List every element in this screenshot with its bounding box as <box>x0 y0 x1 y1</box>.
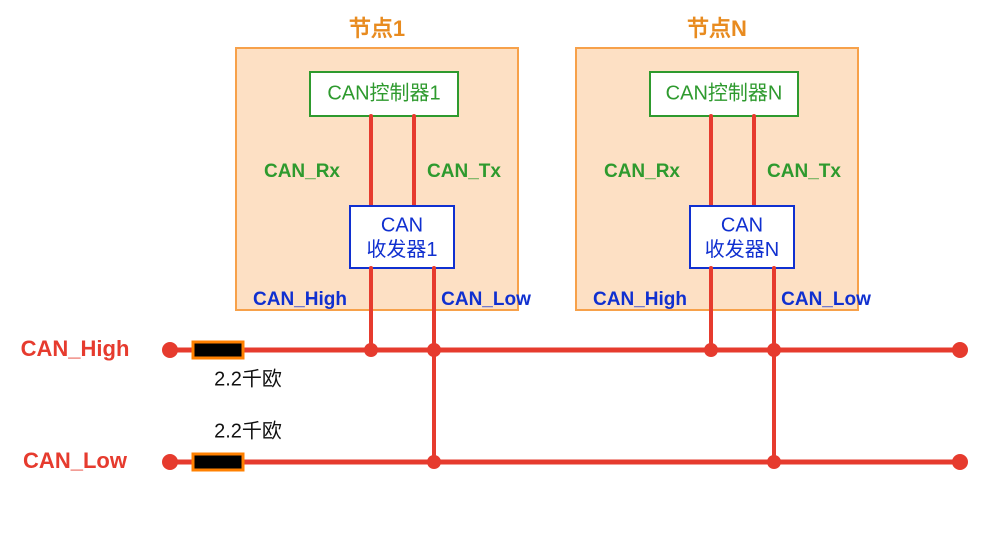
termination-resistor <box>193 454 243 470</box>
can-controller-label: CAN控制器N <box>666 81 783 104</box>
can-transceiver-label2: 收发器1 <box>366 238 437 261</box>
termination-resistor <box>193 342 243 358</box>
bus-high-label: CAN_High <box>21 336 130 361</box>
can-transceiver-label1: CAN <box>381 215 423 237</box>
node-2: 节点N CAN控制器N CAN_Rx CAN_Tx CAN收发器N CAN_High CAN… <box>576 16 871 350</box>
can-tx-label: CAN_Tx <box>767 161 841 182</box>
can-rx-label: CAN_Rx <box>604 161 680 182</box>
resistor-label: 2.2千欧 <box>214 419 282 442</box>
can-controller-label: CAN控制器1 <box>327 81 440 104</box>
can-rx-label: CAN_Rx <box>264 161 340 182</box>
can-tx-label: CAN_Tx <box>427 161 501 182</box>
can-low-drop-label: CAN_Low <box>781 289 871 310</box>
node-title: 节点1 <box>349 16 405 41</box>
can-high-drop-label: CAN_High <box>253 289 347 310</box>
can-low-drop-label: CAN_Low <box>441 289 531 310</box>
can-high-drop-label: CAN_High <box>593 289 687 310</box>
node-title: 节点N <box>687 16 747 41</box>
bus-low-label: CAN_Low <box>23 448 128 473</box>
resistor-label: 2.2千欧 <box>214 367 282 390</box>
can-bus-diagram: 节点1CAN控制器1CAN_RxCAN_TxCAN收发器1CAN_HighCAN… <box>0 0 1006 542</box>
can-transceiver-label2: 收发器N <box>705 238 779 261</box>
node-1: 节点1 CAN控制器1 CAN_Rx CAN_Tx CAN收发器1 CAN_High CAN… <box>236 16 531 350</box>
can-transceiver-label1: CAN <box>721 215 763 237</box>
